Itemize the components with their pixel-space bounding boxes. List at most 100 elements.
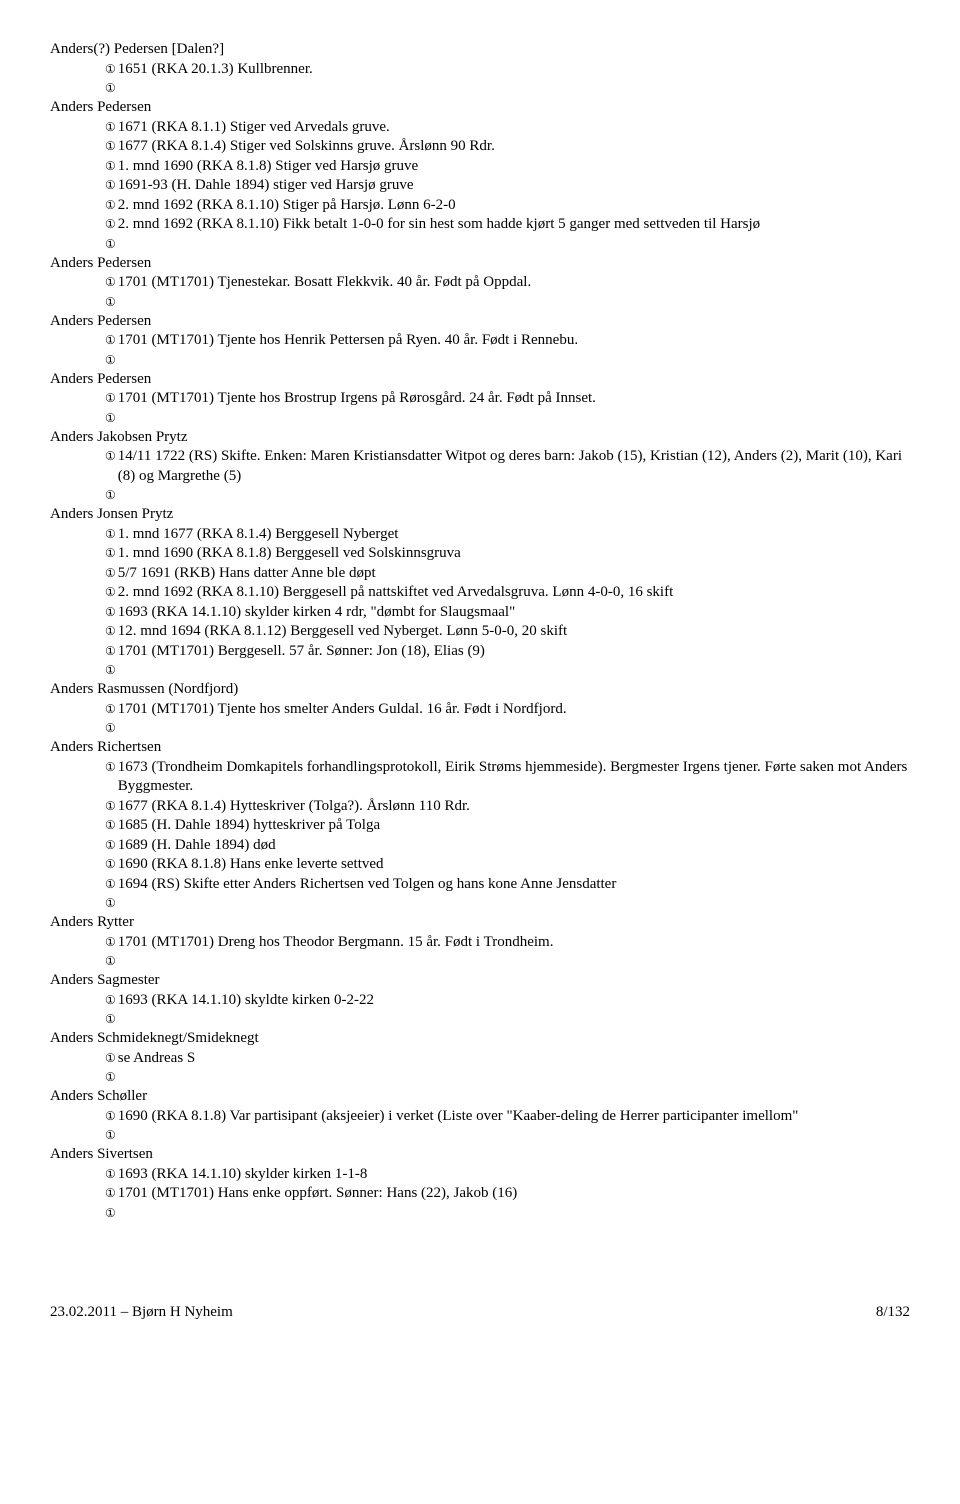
entry-text: 1693 (RKA 14.1.10) skylder kirken 1-1-8 <box>118 1165 910 1185</box>
person-name: Anders Pedersen <box>50 254 910 274</box>
bullet-icon: ① <box>105 991 116 1010</box>
entry-text: 1694 (RS) Skifte etter Anders Richertsen… <box>118 875 910 895</box>
entry-text: 1690 (RKA 8.1.8) Hans enke leverte settv… <box>118 855 910 875</box>
record-entry: ①14/11 1722 (RS) Skifte. Enken: Maren Kr… <box>105 447 910 486</box>
page-footer: 23.02.2011 – Bjørn H Nyheim 8/132 <box>50 1303 910 1323</box>
entry-text: 1691-93 (H. Dahle 1894) stiger ved Harsj… <box>118 176 910 196</box>
record-entry: ①1. mnd 1690 (RKA 8.1.8) Berggesell ved … <box>105 544 910 564</box>
trailing-bullet: ① <box>105 719 910 738</box>
bullet-icon: ① <box>105 875 116 894</box>
bullet-icon: ① <box>105 1049 116 1068</box>
bullet-icon: ① <box>105 157 116 176</box>
record-entry: ①1701 (MT1701) Tjente hos Henrik Petters… <box>105 331 910 351</box>
bullet-icon: ① <box>105 273 116 292</box>
record-entry: ①1690 (RKA 8.1.8) Hans enke leverte sett… <box>105 855 910 875</box>
entry-text: 1701 (MT1701) Berggesell. 57 år. Sønner:… <box>118 642 910 662</box>
entry-block: ①se Andreas S① <box>50 1049 910 1088</box>
bullet-icon: ① <box>105 1068 116 1087</box>
entry-text: 1701 (MT1701) Tjente hos smelter Anders … <box>118 700 910 720</box>
bullet-icon: ① <box>105 836 116 855</box>
bullet-icon: ① <box>105 1184 116 1203</box>
bullet-icon: ① <box>105 235 116 254</box>
person-name: Anders Rytter <box>50 913 910 933</box>
record-entry: ①2. mnd 1692 (RKA 8.1.10) Stiger på Hars… <box>105 196 910 216</box>
record-entry: ①1701 (MT1701) Tjente hos smelter Anders… <box>105 700 910 720</box>
entry-text: 1671 (RKA 8.1.1) Stiger ved Arvedals gru… <box>118 118 910 138</box>
record-entry: ①2. mnd 1692 (RKA 8.1.10) Fikk betalt 1-… <box>105 215 910 235</box>
bullet-icon: ① <box>105 544 116 563</box>
entry-block: ①1701 (MT1701) Tjente hos Brostrup Irgen… <box>50 389 910 428</box>
record-entry: ①1693 (RKA 14.1.10) skylder kirken 1-1-8 <box>105 1165 910 1185</box>
record-entry: ①1691-93 (H. Dahle 1894) stiger ved Hars… <box>105 176 910 196</box>
record-entry: ①1693 (RKA 14.1.10) skyldte kirken 0-2-2… <box>105 991 910 1011</box>
record-entry: ①1701 (MT1701) Tjente hos Brostrup Irgen… <box>105 389 910 409</box>
trailing-bullet: ① <box>105 486 910 505</box>
person-name: Anders Pedersen <box>50 370 910 390</box>
trailing-bullet: ① <box>105 894 910 913</box>
entry-block: ①1693 (RKA 14.1.10) skyldte kirken 0-2-2… <box>50 991 910 1030</box>
person-name: Anders Pedersen <box>50 312 910 332</box>
entry-text: 2. mnd 1692 (RKA 8.1.10) Fikk betalt 1-0… <box>118 215 910 235</box>
person-name: Anders Richertsen <box>50 738 910 758</box>
entry-text: 1693 (RKA 14.1.10) skylder kirken 4 rdr,… <box>118 603 910 623</box>
footer-left: 23.02.2011 – Bjørn H Nyheim <box>50 1303 233 1323</box>
person-name: Anders Schøller <box>50 1087 910 1107</box>
entry-text: 1701 (MT1701) Tjente hos Henrik Petterse… <box>118 331 910 351</box>
entry-text: 1690 (RKA 8.1.8) Var partisipant (aksjee… <box>118 1107 910 1127</box>
bullet-icon: ① <box>105 564 116 583</box>
record-entry: ①1677 (RKA 8.1.4) Stiger ved Solskinns g… <box>105 137 910 157</box>
bullet-icon: ① <box>105 661 116 680</box>
bullet-icon: ① <box>105 486 116 505</box>
bullet-icon: ① <box>105 1204 116 1223</box>
trailing-bullet: ① <box>105 409 910 428</box>
bullet-icon: ① <box>105 603 116 622</box>
entry-text: 1685 (H. Dahle 1894) hytteskriver på Tol… <box>118 816 910 836</box>
bullet-icon: ① <box>105 60 116 79</box>
trailing-bullet: ① <box>105 235 910 254</box>
entry-text: 14/11 1722 (RS) Skifte. Enken: Maren Kri… <box>118 447 910 486</box>
entry-block: ①1690 (RKA 8.1.8) Var partisipant (aksje… <box>50 1107 910 1146</box>
bullet-icon: ① <box>105 622 116 641</box>
bullet-icon: ① <box>105 583 116 602</box>
entry-text: 5/7 1691 (RKB) Hans datter Anne ble døpt <box>118 564 910 584</box>
record-entry: ①1701 (MT1701) Berggesell. 57 år. Sønner… <box>105 642 910 662</box>
entry-block: ①1701 (MT1701) Tjente hos smelter Anders… <box>50 700 910 739</box>
entry-block: ①1673 (Trondheim Domkapitels forhandling… <box>50 758 910 914</box>
record-entry: ①1. mnd 1690 (RKA 8.1.8) Stiger ved Hars… <box>105 157 910 177</box>
entry-block: ①1701 (MT1701) Tjente hos Henrik Petters… <box>50 331 910 370</box>
entry-block: ①1. mnd 1677 (RKA 8.1.4) Berggesell Nybe… <box>50 525 910 681</box>
record-entry: ①1. mnd 1677 (RKA 8.1.4) Berggesell Nybe… <box>105 525 910 545</box>
trailing-bullet: ① <box>105 1010 910 1029</box>
bullet-icon: ① <box>105 176 116 195</box>
entry-text: 1701 (MT1701) Tjente hos Brostrup Irgens… <box>118 389 910 409</box>
entry-block: ①1701 (MT1701) Tjenestekar. Bosatt Flekk… <box>50 273 910 312</box>
person-name: Anders Jakobsen Prytz <box>50 428 910 448</box>
trailing-bullet: ① <box>105 1126 910 1145</box>
record-entry: ①1701 (MT1701) Hans enke oppført. Sønner… <box>105 1184 910 1204</box>
trailing-bullet: ① <box>105 79 910 98</box>
trailing-bullet: ① <box>105 661 910 680</box>
bullet-icon: ① <box>105 293 116 312</box>
bullet-icon: ① <box>105 1165 116 1184</box>
bullet-icon: ① <box>105 137 116 156</box>
record-entry: ①1701 (MT1701) Dreng hos Theodor Bergman… <box>105 933 910 953</box>
footer-right: 8/132 <box>876 1303 910 1323</box>
record-entry: ①1689 (H. Dahle 1894) død <box>105 836 910 856</box>
person-name: Anders Jonsen Prytz <box>50 505 910 525</box>
entry-text: se Andreas S <box>118 1049 910 1069</box>
bullet-icon: ① <box>105 79 116 98</box>
record-entry: ①1690 (RKA 8.1.8) Var partisipant (aksje… <box>105 1107 910 1127</box>
entry-text: 1701 (MT1701) Tjenestekar. Bosatt Flekkv… <box>118 273 910 293</box>
trailing-bullet: ① <box>105 293 910 312</box>
record-entry: ①1651 (RKA 20.1.3) Kullbrenner. <box>105 60 910 80</box>
bullet-icon: ① <box>105 118 116 137</box>
bullet-icon: ① <box>105 758 116 777</box>
record-entry: ①1701 (MT1701) Tjenestekar. Bosatt Flekk… <box>105 273 910 293</box>
entry-block: ①1701 (MT1701) Dreng hos Theodor Bergman… <box>50 933 910 972</box>
bullet-icon: ① <box>105 797 116 816</box>
bullet-icon: ① <box>105 1010 116 1029</box>
bullet-icon: ① <box>105 952 116 971</box>
trailing-bullet: ① <box>105 1068 910 1087</box>
entry-text: 1701 (MT1701) Hans enke oppført. Sønner:… <box>118 1184 910 1204</box>
bullet-icon: ① <box>105 409 116 428</box>
